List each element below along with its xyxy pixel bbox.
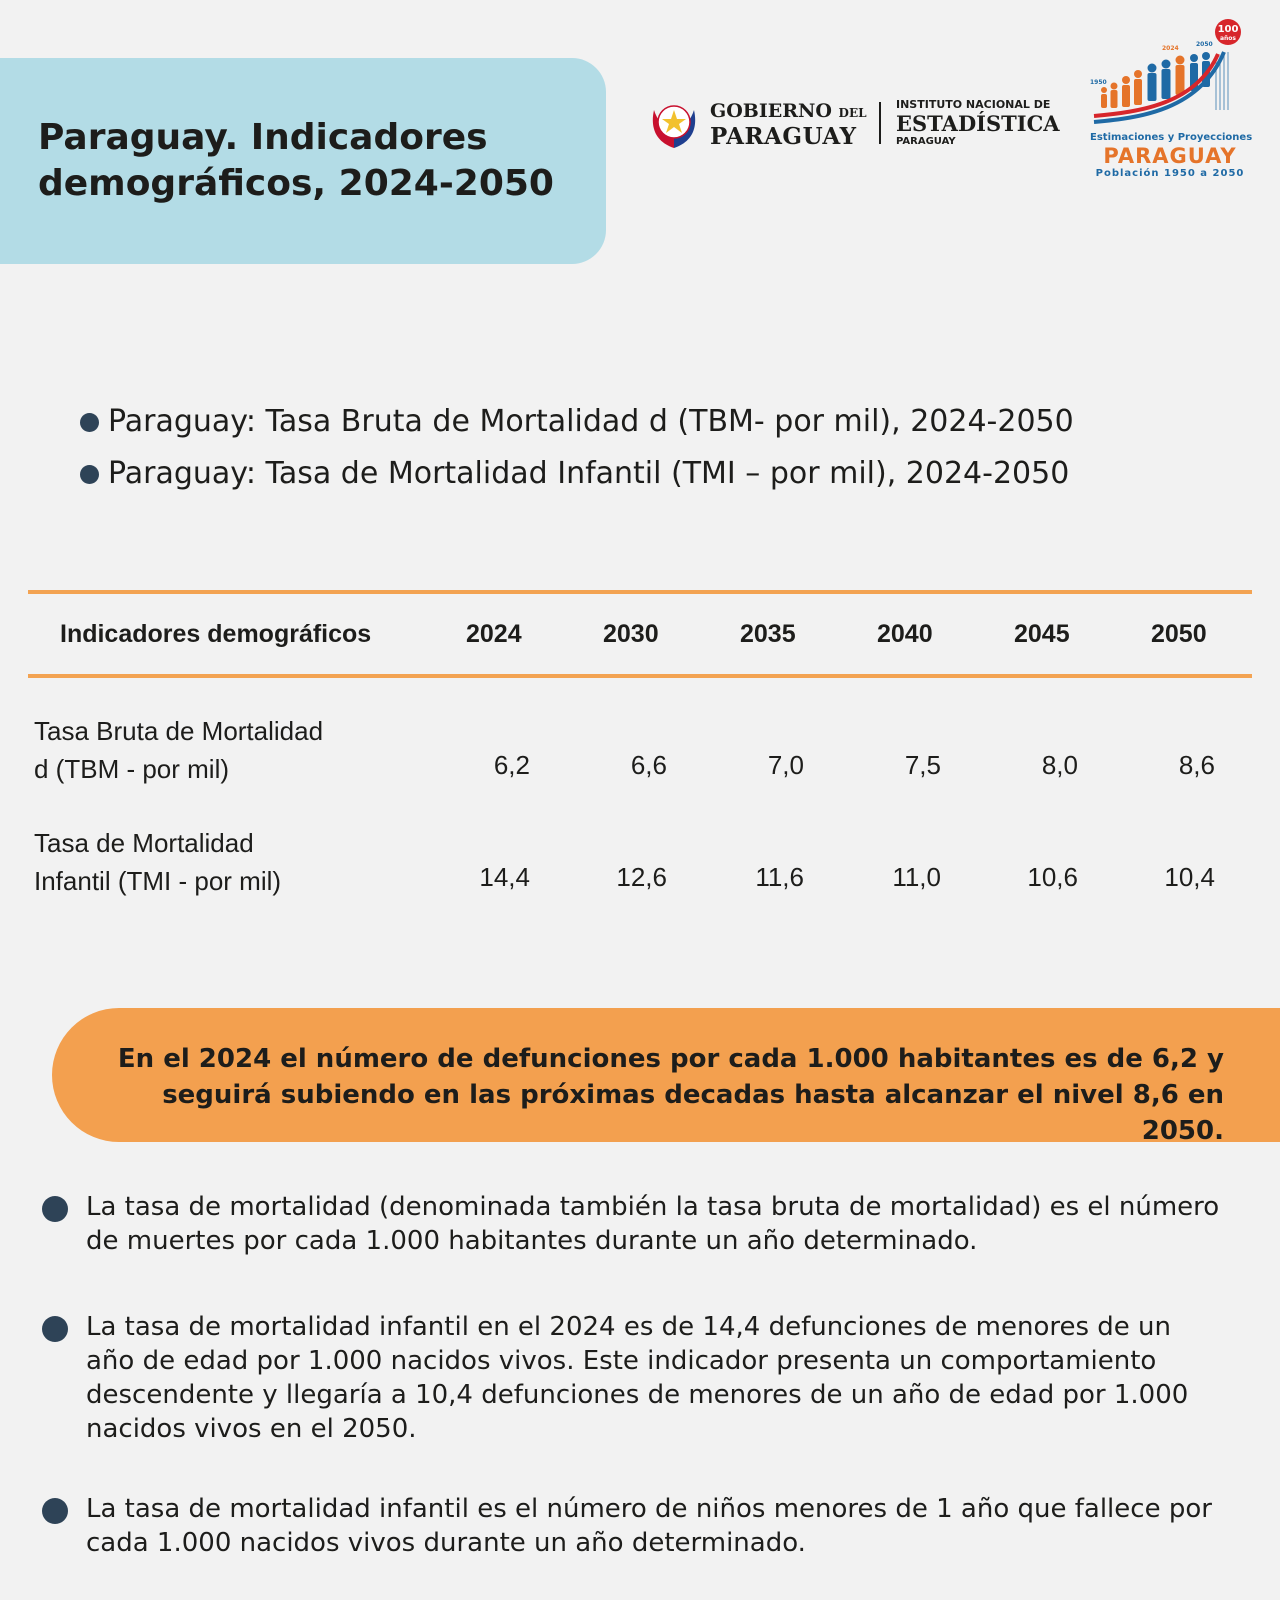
table-cell: 11,0 bbox=[892, 862, 941, 892]
header-year: 2045 bbox=[1014, 620, 1070, 648]
table-cell: 11,6 bbox=[755, 862, 804, 892]
table-cell: 8,6 bbox=[1178, 750, 1215, 780]
bullet-icon bbox=[42, 1498, 68, 1524]
header-year: 2040 bbox=[877, 620, 933, 648]
indicator-text: Paraguay: Tasa de Mortalidad Infantil (T… bbox=[108, 456, 1070, 491]
callout-line: En el 2024 el número de defunciones por … bbox=[117, 1044, 1224, 1074]
header-year: 2030 bbox=[603, 620, 659, 648]
indicators-table: Indicadores demográficos 2024 2030 2035 … bbox=[28, 590, 1252, 936]
gov-line1: GOBIERNO bbox=[710, 100, 832, 122]
note-item: La tasa de mortalidad (denominada tambié… bbox=[42, 1190, 1242, 1258]
note-text: La tasa de mortalidad infantil en el 202… bbox=[86, 1312, 1189, 1444]
ine-line3: PARAGUAY bbox=[896, 136, 956, 147]
header-indicator: Indicadores demográficos bbox=[60, 620, 372, 648]
indicator-item: Paraguay: Tasa de Mortalidad Infantil (T… bbox=[80, 448, 1074, 500]
highlight-callout bbox=[52, 1008, 1280, 1142]
indicator-list: Paraguay: Tasa Bruta de Mortalidad d (TB… bbox=[80, 396, 1074, 500]
header-year: 2050 bbox=[1151, 620, 1207, 648]
table-cell: 10,6 bbox=[1027, 862, 1078, 892]
bullet-icon bbox=[80, 465, 99, 484]
logo-divider bbox=[879, 102, 881, 144]
ine-line2: ESTADÍSTICA bbox=[896, 111, 1060, 136]
row-label: Tasa Bruta de Mortalidad d (TBM - por mi… bbox=[34, 716, 324, 784]
header-year: 2024 bbox=[466, 620, 522, 648]
population-figures-icon: 100 años 2024 2050 1950 bbox=[1090, 19, 1241, 124]
table-header: Indicadores demográficos 2024 2030 2035 … bbox=[28, 594, 1252, 674]
year-mid: 2024 bbox=[1162, 45, 1179, 52]
table-top-rule bbox=[28, 590, 1252, 594]
header-year: 2035 bbox=[740, 620, 796, 648]
indicator-item: Paraguay: Tasa Bruta de Mortalidad d (TB… bbox=[80, 396, 1074, 448]
table-cell: 12,6 bbox=[616, 862, 667, 892]
badge-sub: años bbox=[1220, 35, 1236, 42]
table-cell: 10,4 bbox=[1164, 862, 1215, 892]
government-wordmark: GOBIERNO DEL PARAGUAY bbox=[710, 100, 867, 150]
title-banner bbox=[0, 58, 606, 264]
row-label: Tasa de Mortalidad Infantil (TMI - por m… bbox=[34, 828, 282, 896]
table-cell: 8,0 bbox=[1041, 750, 1078, 780]
gov-del: DEL bbox=[838, 106, 867, 120]
table-cell: 7,0 bbox=[767, 750, 804, 780]
population-projections-logo: 100 años 2024 2050 1950 Estimaciones y P… bbox=[1090, 18, 1253, 183]
table-cell: 6,2 bbox=[493, 750, 530, 780]
gov-line2: PARAGUAY bbox=[710, 123, 857, 150]
note-text: La tasa de mortalidad infantil es el núm… bbox=[86, 1494, 1212, 1558]
bullet-icon bbox=[42, 1316, 68, 1342]
page-title: Paraguay. Indicadores demográficos, 2024… bbox=[38, 117, 554, 204]
ine-line1: INSTITUTO NACIONAL DE bbox=[896, 98, 1051, 111]
callout-text: En el 2024 el número de defunciones por … bbox=[84, 1041, 1224, 1149]
bullet-icon bbox=[42, 1196, 68, 1222]
table-row: Tasa de Mortalidad Infantil (TMI - por m… bbox=[28, 824, 1252, 936]
callout-line: seguirá subiendo en las próximas decadas… bbox=[162, 1080, 1224, 1146]
year-end: 2050 bbox=[1196, 41, 1213, 48]
note-text: La tasa de mortalidad (denominada tambié… bbox=[86, 1192, 1220, 1256]
government-logo: GOBIERNO DEL PARAGUAY INSTITUTO NACIONAL… bbox=[648, 96, 1068, 152]
table-row: Tasa Bruta de Mortalidad d (TBM - por mi… bbox=[28, 712, 1252, 824]
bullet-icon bbox=[80, 413, 99, 432]
note-item: La tasa de mortalidad infantil es el núm… bbox=[42, 1492, 1212, 1560]
table-header-rule bbox=[28, 674, 1252, 678]
pop-wordmark: PARAGUAY bbox=[1103, 144, 1237, 168]
year-start: 1950 bbox=[1090, 79, 1107, 86]
table-cell: 6,6 bbox=[630, 750, 667, 780]
badge-number: 100 bbox=[1218, 24, 1239, 35]
pop-subtitle: Estimaciones y Proyecciones bbox=[1090, 132, 1253, 143]
table-cell: 14,4 bbox=[479, 862, 530, 892]
national-seal-icon bbox=[652, 105, 696, 148]
indicator-text: Paraguay: Tasa Bruta de Mortalidad d (TB… bbox=[108, 404, 1074, 439]
table-cell: 7,5 bbox=[904, 750, 941, 780]
ine-wordmark: INSTITUTO NACIONAL DE ESTADÍSTICA PARAGU… bbox=[896, 98, 1060, 148]
pop-range: Población 1950 a 2050 bbox=[1095, 168, 1245, 179]
note-item: La tasa de mortalidad infantil en el 202… bbox=[42, 1310, 1212, 1446]
